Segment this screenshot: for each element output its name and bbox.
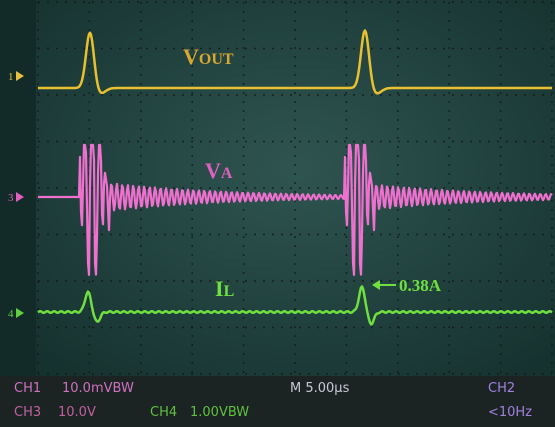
status-text: CH2 (488, 381, 515, 396)
annotation-arrowhead (372, 280, 380, 290)
status-text: 1.00VBW (190, 405, 249, 420)
waveforms (37, 29, 553, 326)
waveform (37, 29, 553, 95)
channel-marker: 4 (8, 308, 14, 320)
label-sub: A (221, 165, 233, 182)
status-text: CH4 (150, 405, 177, 420)
label-sub: L (224, 283, 235, 300)
channel-marker: 1 (8, 71, 14, 83)
trace-label: VOUT (183, 44, 234, 69)
status-text: <10Hz (488, 405, 532, 420)
marker-arrow (16, 192, 24, 202)
channel-marker: 3 (8, 192, 14, 204)
status-text: CH1 (14, 381, 41, 396)
status-text: M 5.00µs (290, 381, 350, 396)
label-main: I (215, 276, 224, 301)
trace-label: VA (205, 158, 233, 183)
marker-arrow (16, 308, 24, 318)
waveform (37, 143, 553, 276)
label-main: V (183, 44, 199, 69)
status-text: 10.0V (58, 405, 96, 420)
label-sub: OUT (199, 51, 234, 68)
label-main: V (205, 158, 221, 183)
marker-arrow (16, 71, 24, 81)
waveform (37, 285, 553, 326)
status-text: CH3 (14, 405, 41, 420)
status-text: 10.0mVBW (62, 381, 134, 396)
status-bar (0, 376, 555, 427)
trace-label: IL (215, 276, 234, 301)
annotation: 0.38A (399, 276, 442, 295)
